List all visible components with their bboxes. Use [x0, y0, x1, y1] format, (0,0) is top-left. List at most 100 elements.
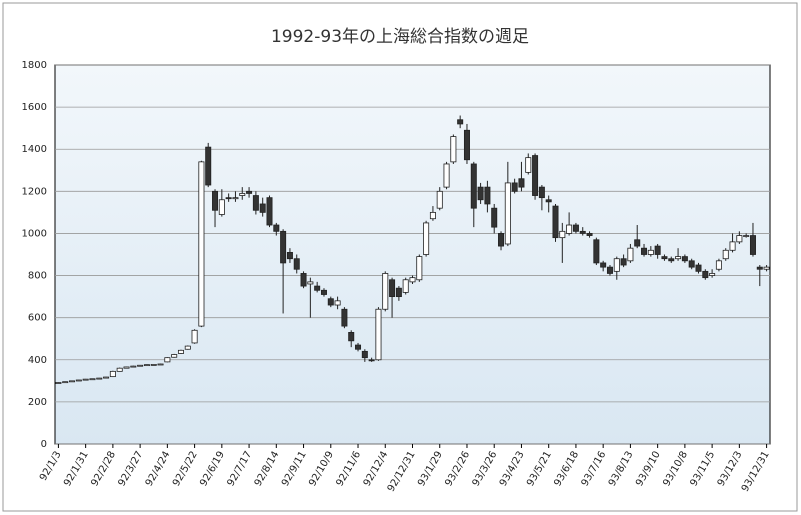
y-tick-label: 200	[28, 397, 47, 408]
candle-body	[293, 258, 300, 270]
candle-body	[225, 197, 232, 200]
candle-body	[484, 186, 491, 205]
candle-body	[327, 298, 334, 306]
candle-body	[341, 308, 348, 327]
candle-body	[130, 365, 137, 368]
candle-body	[695, 264, 702, 272]
y-tick-label: 1400	[22, 144, 47, 155]
candle-body	[661, 256, 668, 260]
candle-body	[600, 262, 607, 268]
candle-body	[116, 367, 123, 372]
candle-body	[389, 279, 396, 298]
candle-body	[55, 382, 62, 384]
candle-body	[286, 251, 293, 260]
candle-body	[606, 266, 613, 274]
candle-body	[300, 273, 307, 287]
candle-body	[409, 277, 416, 283]
candle-body	[668, 258, 675, 262]
candle-body	[559, 230, 566, 239]
candle-body	[246, 190, 253, 194]
candle-body	[109, 370, 116, 378]
candle-body	[586, 233, 593, 236]
candle-body	[627, 247, 634, 262]
candle-body	[348, 332, 355, 342]
candle-body	[681, 256, 688, 262]
candle-body	[538, 186, 545, 199]
candle-body	[593, 239, 600, 264]
candle-body	[218, 199, 225, 215]
candle-body	[511, 182, 518, 192]
candle-body	[423, 222, 430, 255]
candle-body	[498, 233, 505, 247]
y-tick-label: 1800	[22, 60, 47, 71]
candle-body	[416, 256, 423, 281]
candle-body	[320, 289, 327, 295]
candle-body	[239, 193, 246, 196]
y-tick-label: 1200	[22, 186, 47, 197]
y-tick-label: 0	[41, 439, 47, 450]
plot-area	[54, 64, 771, 445]
y-tick-label: 1600	[22, 102, 47, 113]
candle-body	[334, 300, 341, 306]
candle-body	[518, 178, 525, 188]
y-tick-label: 400	[28, 355, 47, 366]
candle-body	[450, 136, 457, 163]
candle-body	[477, 186, 484, 201]
candle-body	[355, 344, 362, 350]
candle-body	[436, 190, 443, 209]
candle-body	[749, 235, 756, 255]
y-tick-label: 600	[28, 313, 47, 324]
y-tick-label: 800	[28, 271, 47, 282]
candle-body	[395, 287, 402, 298]
candle-body	[307, 281, 314, 285]
candle-body	[634, 239, 641, 247]
candle-body	[164, 357, 171, 363]
candle-body	[647, 249, 654, 255]
candle-body	[82, 378, 89, 381]
candle-body	[382, 273, 389, 310]
candle-body	[184, 345, 191, 350]
candle-body	[763, 266, 770, 270]
candle-body	[572, 224, 579, 232]
candle-body	[620, 258, 627, 266]
candle-body	[756, 266, 763, 270]
candle-body	[722, 249, 729, 260]
candle-body	[212, 190, 219, 211]
candle-body	[137, 364, 144, 367]
candle-body	[654, 245, 661, 255]
candle-body	[69, 380, 76, 383]
candle-body	[715, 260, 722, 270]
candle-body	[736, 235, 743, 243]
candle-body	[314, 285, 321, 291]
candle-body	[675, 256, 682, 260]
chart-title: 1992-93年の上海総合指数の週足	[271, 27, 529, 47]
candle-body	[171, 354, 178, 358]
candle-body	[709, 273, 716, 276]
candle-body	[123, 366, 130, 369]
candle-body	[150, 364, 157, 366]
candle-body	[205, 146, 212, 186]
candle-body	[266, 197, 273, 226]
candle-body	[702, 270, 709, 279]
candle-body	[525, 157, 532, 173]
candle-body	[96, 377, 103, 380]
candle-body	[252, 195, 259, 211]
candle-body	[566, 224, 573, 234]
candle-body	[232, 197, 239, 200]
candle-body	[470, 163, 477, 209]
candle-body	[177, 349, 184, 354]
candle-body	[361, 350, 368, 359]
candle-body	[191, 329, 198, 344]
candle-body	[552, 205, 559, 239]
candle-body	[743, 235, 750, 237]
candle-body	[443, 163, 450, 188]
candle-body	[89, 378, 96, 381]
candle-body	[613, 258, 620, 272]
candle-body	[62, 381, 69, 384]
candle-body	[157, 363, 164, 366]
y-tick-label: 1000	[22, 228, 47, 239]
candle-body	[641, 247, 648, 255]
candle-body	[375, 308, 382, 361]
candle-body	[491, 207, 498, 228]
